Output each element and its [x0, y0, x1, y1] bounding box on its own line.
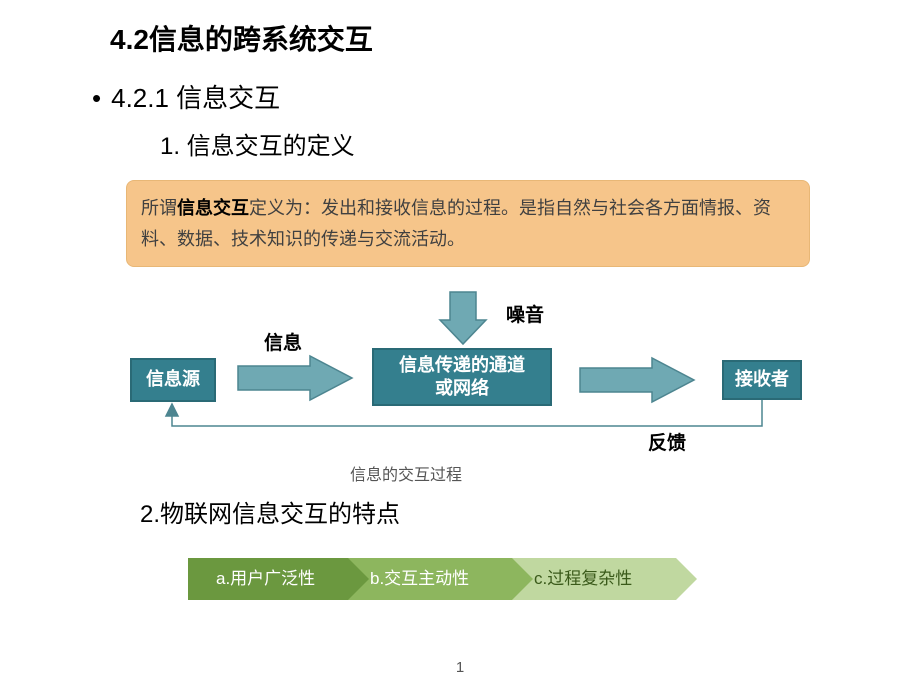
diagram-caption: 信息的交互过程 — [350, 461, 462, 485]
node-source: 信息源 — [130, 358, 216, 402]
arrow-info — [238, 356, 352, 400]
arrow-to-receiver — [580, 358, 694, 402]
subheading-2: 2.物联网信息交互的特点 — [140, 494, 400, 529]
main-title: 4.2信息的跨系统交互 — [110, 18, 373, 58]
label-noise: 噪音 — [506, 300, 544, 327]
arrow-noise — [440, 292, 486, 344]
chevron-a: a.用户广泛性 — [188, 558, 348, 600]
flow-diagram: 信息源 信息传递的通道或网络 接收者 信息 噪音 反馈 信息的交互过程 — [0, 278, 920, 483]
node-receiver: 接收者 — [722, 360, 802, 400]
label-feedback: 反馈 — [648, 428, 686, 455]
callout-bold: 信息交互 — [177, 198, 249, 218]
page-number: 1 — [0, 659, 920, 676]
chevron-list: a.用户广泛性 b.交互主动性 c.过程复杂性 — [188, 558, 670, 600]
definition-callout: 所谓信息交互定义为：发出和接收信息的过程。是指自然与社会各方面情报、资料、数据、… — [126, 180, 810, 267]
bullet-icon: • — [92, 83, 101, 114]
subheading-1: 1. 信息交互的定义 — [160, 126, 355, 161]
section-421: • 4.2.1 信息交互 — [92, 78, 280, 115]
callout-pre: 所谓 — [141, 198, 177, 218]
section-421-text: 4.2.1 信息交互 — [111, 78, 280, 115]
label-info: 信息 — [264, 328, 302, 355]
node-channel: 信息传递的通道或网络 — [372, 348, 552, 406]
